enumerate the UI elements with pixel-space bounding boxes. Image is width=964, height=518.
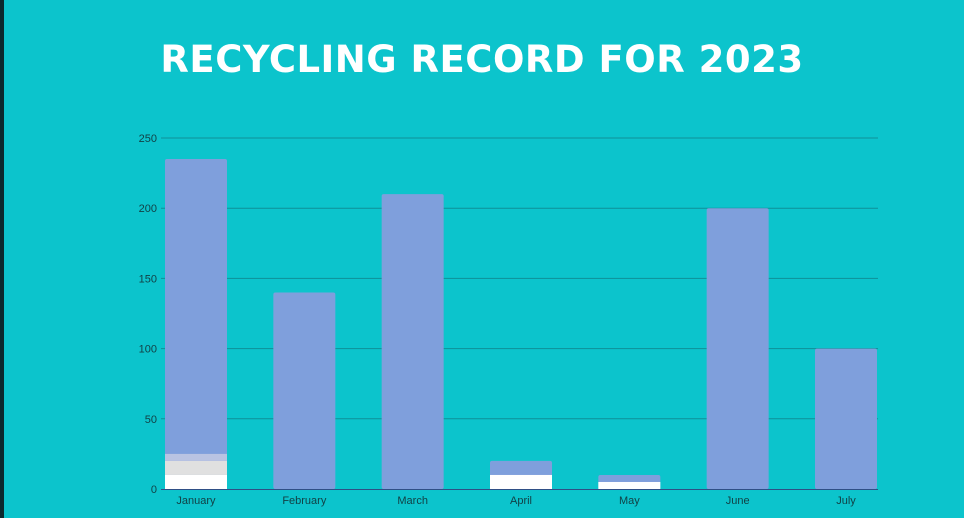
y-tick-label: 200 — [139, 203, 157, 215]
x-tick-label: June — [726, 495, 750, 507]
y-tick-label: 250 — [139, 133, 157, 145]
x-tick-label: July — [836, 495, 856, 507]
x-tick-label: May — [619, 495, 640, 507]
bar-june — [706, 208, 769, 489]
bar-march — [381, 194, 444, 489]
x-tick-label: January — [176, 495, 216, 507]
y-tick-label: 100 — [139, 344, 157, 356]
x-axis-ticks: January February March April May June July — [176, 495, 856, 507]
gridlines — [161, 137, 878, 420]
bars — [165, 159, 877, 489]
window-left-edge — [0, 0, 4, 518]
bar-overlays — [165, 453, 661, 489]
x-tick-label: April — [510, 495, 532, 507]
x-tick-label: March — [397, 495, 428, 507]
bar-segment-january-2 — [165, 453, 227, 461]
y-axis-ticks: 0 50 100 150 200 250 — [139, 133, 157, 496]
x-tick-label: February — [282, 495, 327, 507]
chart-title: RECYCLING RECORD FOR 2023 — [160, 38, 804, 81]
bar-july — [815, 348, 877, 489]
bar-segment-january-0 — [165, 474, 227, 489]
bar-segment-may-4 — [598, 481, 661, 489]
y-tick-label: 0 — [151, 484, 157, 496]
y-tick-label: 50 — [145, 414, 157, 426]
bar-segment-january-1 — [165, 460, 227, 475]
bar-segment-april-3 — [490, 474, 552, 489]
y-tick-label: 150 — [139, 273, 157, 285]
bar-january — [165, 159, 227, 489]
bar-february — [273, 292, 336, 489]
